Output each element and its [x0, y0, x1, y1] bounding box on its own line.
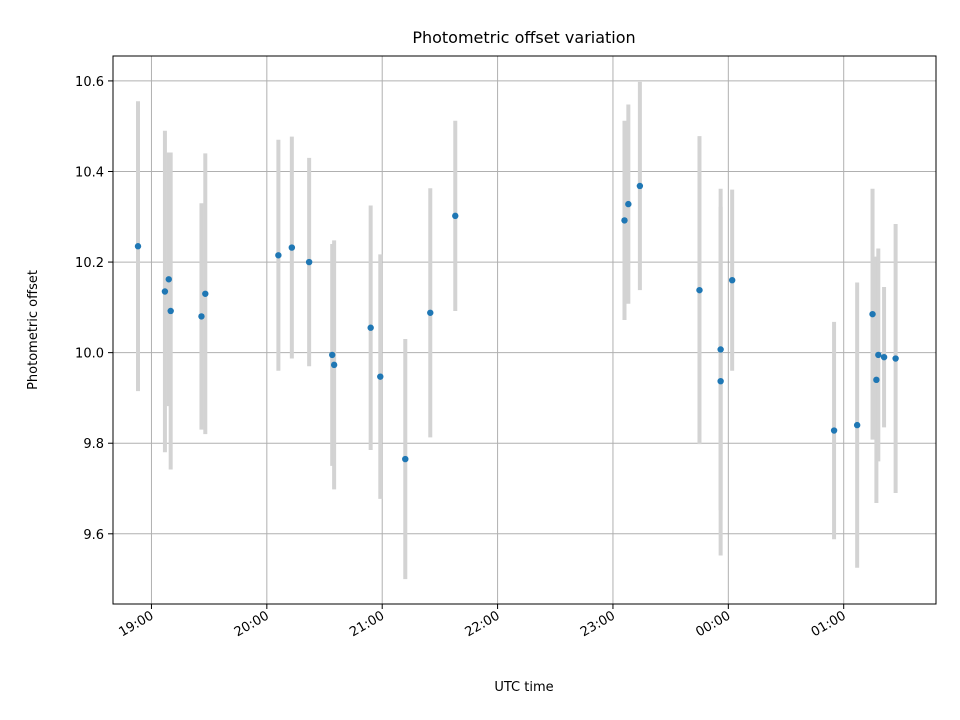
data-point: [202, 290, 209, 297]
x-tick-label: 00:00: [693, 608, 733, 640]
grid: [113, 56, 936, 604]
y-axis: 9.6 9.8 10.0 10.2 10.4 10.6: [75, 75, 113, 543]
data-point: [869, 310, 876, 318]
data-points: [134, 182, 899, 463]
data-point: [402, 455, 409, 463]
data-point: [625, 200, 632, 208]
y-tick-label: 10.6: [75, 75, 104, 90]
x-axis-label: UTC time: [494, 680, 553, 695]
data-point: [830, 427, 838, 434]
x-tick-label: 01:00: [809, 608, 849, 640]
data-point: [892, 355, 899, 362]
chart-title: Photometric offset variation: [412, 28, 635, 47]
data-point: [452, 212, 459, 220]
data-point: [167, 307, 174, 315]
data-point: [275, 252, 282, 259]
y-tick-label: 10.2: [75, 256, 104, 271]
data-point: [717, 346, 724, 353]
data-point: [329, 351, 336, 359]
data-point: [636, 182, 644, 190]
y-axis-label: Photometric offset: [26, 270, 41, 390]
data-point: [880, 353, 888, 361]
y-tick-label: 9.6: [83, 528, 104, 543]
data-point: [377, 373, 384, 380]
data-point: [696, 286, 703, 294]
data-point: [165, 276, 172, 283]
data-point: [134, 243, 142, 250]
data-point: [198, 313, 205, 320]
data-point: [875, 351, 882, 359]
data-point: [161, 288, 169, 295]
y-tick-label: 10.4: [75, 165, 104, 180]
data-point: [330, 361, 338, 369]
data-point: [367, 324, 374, 331]
data-point: [853, 421, 861, 429]
data-point: [305, 258, 313, 266]
data-point: [717, 377, 724, 385]
x-tick-label: 21:00: [347, 608, 387, 640]
data-point: [288, 244, 296, 251]
error-bars: [135, 81, 898, 580]
x-tick-label: 19:00: [117, 608, 157, 640]
x-tick-label: 22:00: [463, 608, 503, 640]
data-point: [427, 309, 434, 316]
x-axis: 19:00 20:00 21:00 22:00 23:00 00:00 01:00: [117, 604, 849, 640]
plot-frame: [112, 55, 937, 605]
y-tick-label: 10.0: [75, 347, 104, 362]
x-tick-label: 20:00: [232, 608, 272, 640]
x-tick-label: 23:00: [578, 608, 618, 640]
data-point: [873, 376, 880, 384]
y-tick-label: 9.8: [83, 437, 104, 452]
data-point: [621, 217, 628, 224]
data-point: [728, 276, 736, 284]
